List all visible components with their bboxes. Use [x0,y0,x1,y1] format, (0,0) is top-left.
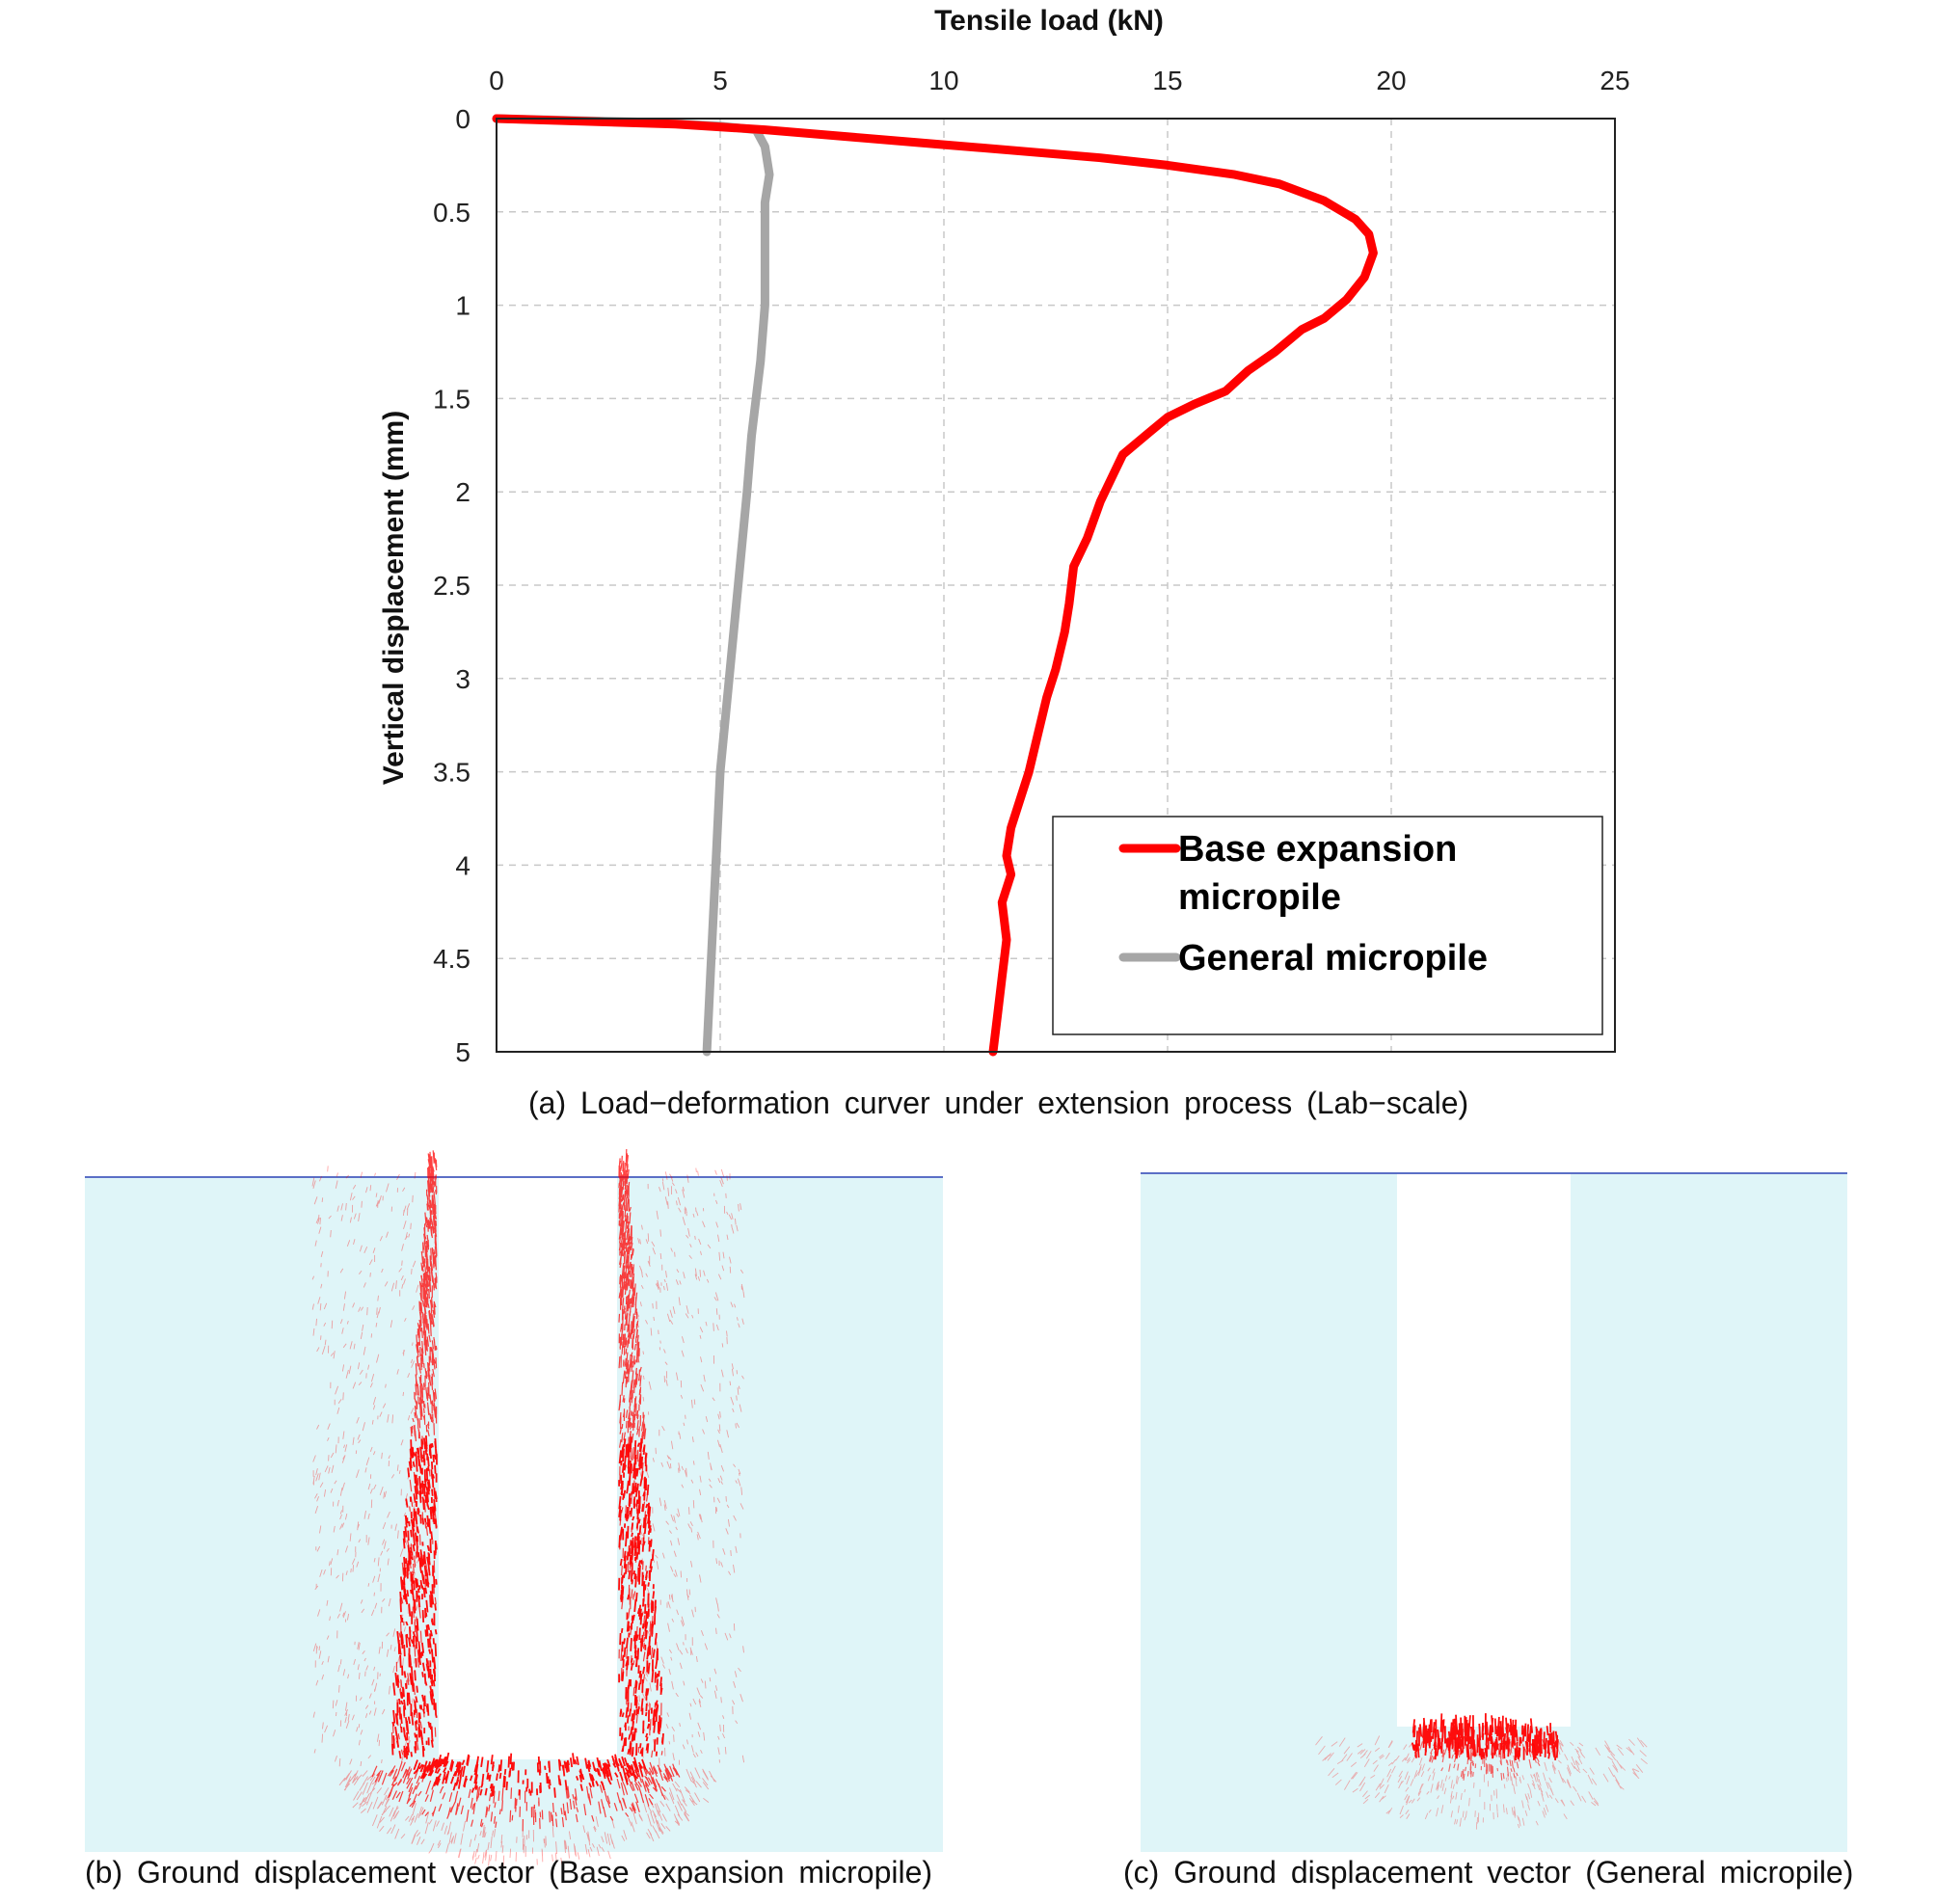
x-tick-labels: 0 5 10 15 20 25 [489,66,1629,95]
caption-a: (a) Load−deformation curver under extens… [528,1086,1469,1120]
x-tick-label: 20 [1376,66,1406,95]
vectors-light-b [311,1166,745,1867]
vectors-medium-b [371,1148,681,1832]
x-tick-label: 25 [1600,66,1629,95]
plot-frame [496,118,1616,1053]
legend-box [1052,816,1603,1035]
y-tick-label: 4.5 [433,944,471,974]
micropile-shaft-c [1397,1173,1571,1727]
y-tick-label: 3.5 [433,758,471,788]
legend-label-base-expansion: Base expansion micropile [1178,829,1467,918]
x-tick-label: 0 [489,66,504,95]
y-tick-labels: 0 0.5 1 1.5 2 2.5 3 3.5 4 4.5 5 [433,104,471,1067]
vector-field-c [1315,1713,1648,1830]
x-axis-label: Tensile load (kN) [934,5,1164,37]
series-lines [492,114,1378,1057]
x-tick-label: 5 [713,66,728,95]
legend-label-line-2: micropile [1178,877,1341,918]
legend: Base expansion micropile General micropi… [1052,816,1603,1035]
vectors-medium-c [1413,1736,1554,1781]
vectors-light-c [1315,1735,1648,1830]
x-tick-label: 10 [928,66,958,95]
y-tick-label: 0 [455,104,471,134]
y-tick-label: 0.5 [433,198,471,228]
micropile-shaft-b [439,1177,617,1759]
ground-surface-line-b [85,1176,943,1178]
caption-c: (c) Ground displacement vector (General … [1123,1855,1854,1890]
y-tick-label: 3 [455,664,471,694]
y-tick-label: 4 [455,850,471,880]
y-tick-label: 1 [455,291,471,321]
y-tick-label: 1.5 [433,384,471,414]
y-tick-label: 5 [455,1037,471,1067]
legend-label-general: General micropile [1178,938,1488,979]
vector-field-b [311,1148,745,1867]
series-line-base-expansion [492,114,1378,1057]
caption-b: (b) Ground displacement vector (Base exp… [85,1855,933,1890]
load-deformation-chart: 0 5 10 15 20 25 0 0.5 1 1.5 2 2.5 3 3.5 4 4.5 5 Tensile… [378,5,1630,1067]
vectors-strong-b [391,1435,664,1798]
x-tick-label: 15 [1152,66,1182,95]
y-axis-label: Vertical displacement (mm) [378,411,410,785]
ground-surface-line-c [1141,1172,1847,1174]
y-tick-label: 2.5 [433,571,471,601]
legend-label-line-1: Base expansion [1178,829,1457,870]
y-tick-label: 2 [455,477,471,507]
vectors-strong-c [1411,1713,1559,1761]
